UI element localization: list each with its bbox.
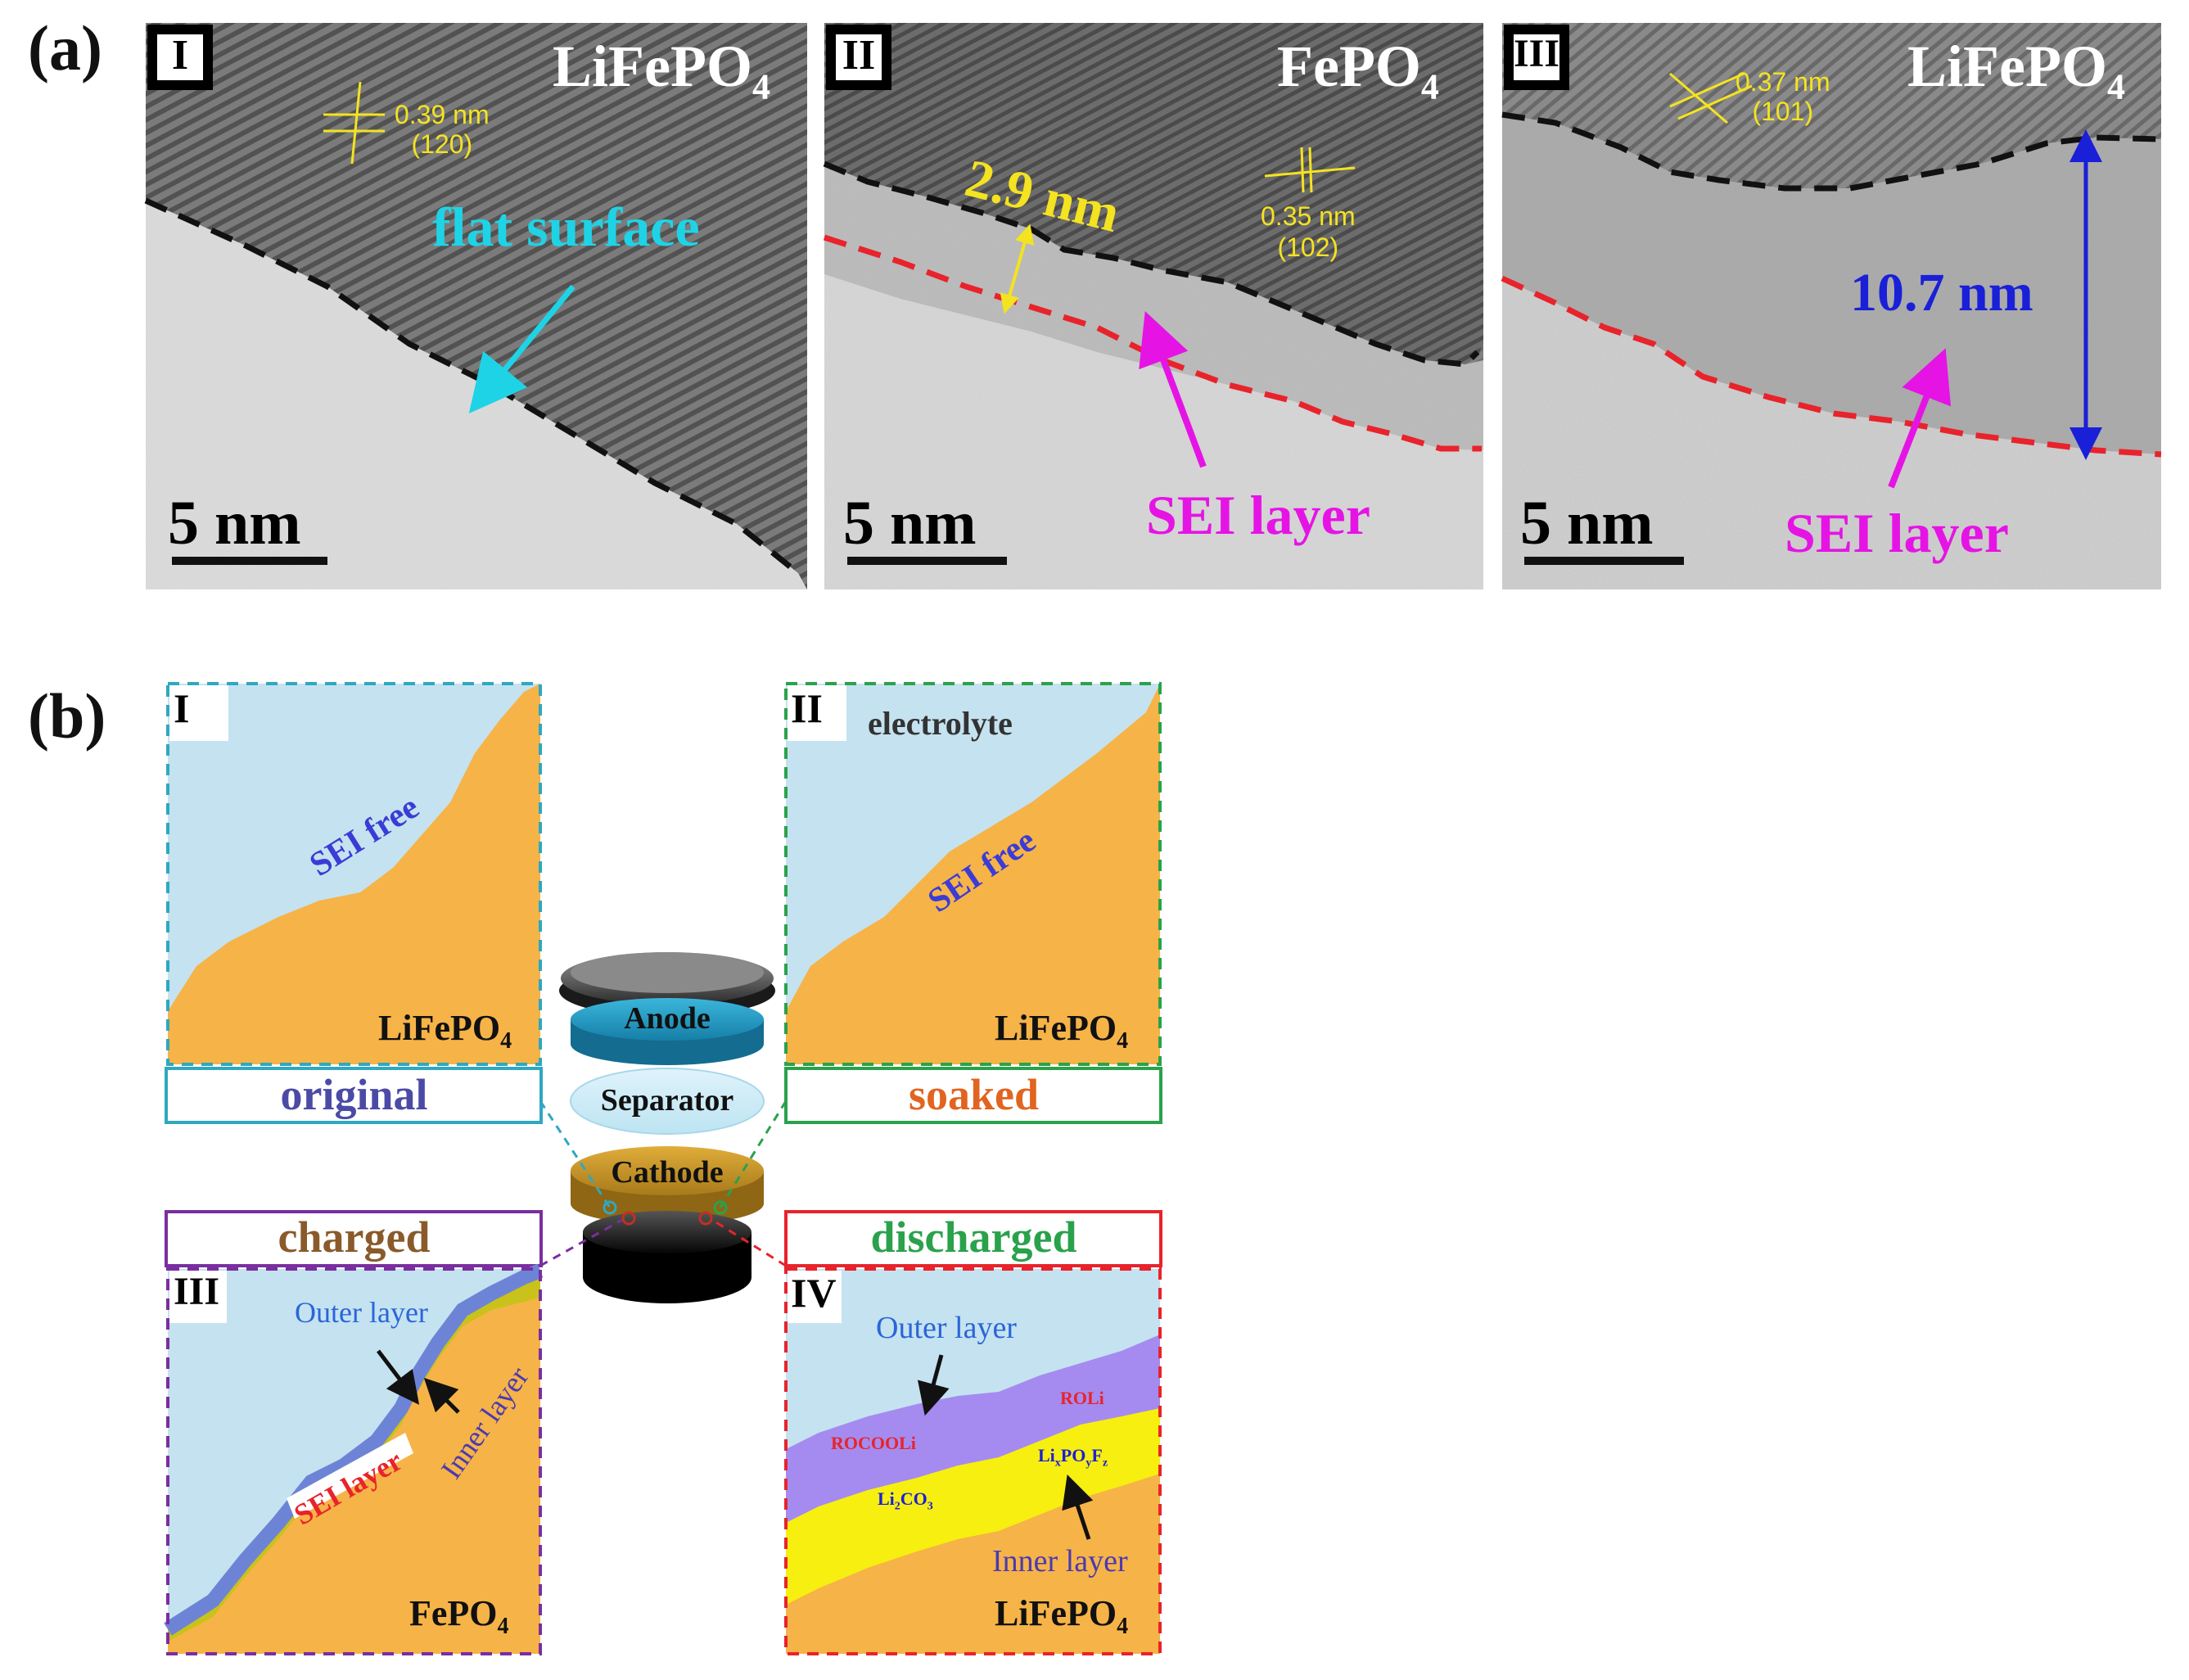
- anode-label: Anode: [624, 1001, 711, 1036]
- tem-image-3: [1501, 23, 2162, 589]
- material-a1: LiFePO4: [553, 34, 770, 107]
- sei-label-b3: SEI layer: [288, 1443, 408, 1532]
- scale-bar-1: [172, 557, 327, 565]
- material-b4: LiFePO4: [995, 1593, 1129, 1639]
- caption-original: original: [280, 1070, 428, 1119]
- panel-a-label: (a): [28, 12, 102, 84]
- sei-free-label-2: SEI free: [921, 821, 1043, 920]
- panel-b-label: (b): [28, 680, 106, 752]
- lattice-label-a2: 0.35 nm (102): [1261, 201, 1356, 262]
- roman-a3: III: [1514, 32, 1560, 75]
- sei-arrow-2: [1139, 311, 1207, 468]
- roman-box-a2: [826, 25, 891, 90]
- lattice-marker-1: [323, 81, 385, 165]
- outer-layer-label-3: Outer layer: [295, 1296, 428, 1329]
- roman-a1: I: [171, 32, 189, 79]
- caption-charged: charged: [278, 1213, 431, 1262]
- scale-bar-3: [1524, 557, 1684, 565]
- inner-layer-label-4: Inner layer: [992, 1544, 1128, 1578]
- tem-image-2: [823, 23, 1483, 589]
- lattice-marker-3: [1669, 72, 1753, 124]
- inner-layer-label-3: Inner layer: [434, 1361, 535, 1485]
- lattice-label-a3: 0.37 nm (101): [1735, 67, 1830, 126]
- material-a3: LiFePO4: [1907, 34, 2125, 107]
- species-roli: ROLi: [1060, 1388, 1104, 1408]
- lattice-marker-2: [1264, 147, 1356, 193]
- state-1-illustration: [166, 682, 542, 1066]
- thickness-label-a3: 10.7 nm: [1850, 263, 2033, 323]
- sei-arrow-3: [1888, 348, 1952, 489]
- state-1-caption-box: [165, 1067, 543, 1124]
- state-4-caption-box: [784, 1210, 1162, 1267]
- crystal-boundary-3: [1501, 111, 2162, 192]
- roman-b2: II: [791, 685, 823, 731]
- separator-label: Separator: [600, 1083, 734, 1118]
- sei-free-label-1: SEI free: [303, 788, 426, 884]
- species-rocooli: ROCOOLi: [831, 1433, 916, 1453]
- coin-cell-diagram: [539, 952, 788, 1303]
- state-2-caption-box: [784, 1067, 1162, 1124]
- scale-label-a1: 5 nm: [168, 489, 301, 558]
- outer-layer-label-4: Outer layer: [876, 1311, 1017, 1345]
- thickness-arrow-2: [1000, 224, 1035, 314]
- roman-box-a3: [1504, 25, 1569, 90]
- scale-bar-2: [847, 557, 1007, 565]
- roman-b4: IV: [791, 1270, 837, 1316]
- material-b2: LiFePO4: [995, 1008, 1129, 1054]
- species-lixpoyfz: LixPOyFz: [1038, 1445, 1108, 1470]
- sei-label-a3: SEI layer: [1785, 502, 2009, 564]
- roman-box-a1: [147, 25, 213, 90]
- roman-b1: I: [174, 685, 190, 731]
- crystal-boundary-2: [823, 160, 1480, 368]
- species-li2co3: Li2CO3: [878, 1488, 933, 1513]
- state-3-caption-box: [165, 1210, 543, 1267]
- tem-image-1: [144, 23, 807, 589]
- sei-label-a2: SEI layer: [1146, 484, 1370, 546]
- roman-b3: III: [174, 1270, 220, 1313]
- material-a2: FePO4: [1277, 34, 1439, 107]
- cathode-label: Cathode: [611, 1155, 724, 1190]
- flat-surface-label: flat surface: [432, 196, 700, 258]
- flat-surface-arrow: [468, 284, 575, 414]
- material-b1: LiFePO4: [378, 1008, 512, 1054]
- material-b3: FePO4: [409, 1593, 509, 1639]
- caption-soaked: soaked: [908, 1070, 1040, 1119]
- state-4-illustration: [784, 1267, 1162, 1655]
- scale-label-a2: 5 nm: [843, 489, 977, 558]
- lattice-label-a1: 0.39 nm (120): [395, 100, 490, 159]
- state-3-illustration: [164, 1263, 544, 1655]
- electrolyte-label: electrolyte: [868, 705, 1013, 742]
- roman-a2: II: [842, 32, 876, 79]
- scale-label-a3: 5 nm: [1520, 489, 1654, 558]
- thickness-label-a2: 2.9 nm: [959, 147, 1126, 244]
- sei-boundary-3: [1501, 275, 2162, 458]
- state-2-illustration: [784, 682, 1162, 1066]
- caption-discharged: discharged: [870, 1213, 1077, 1262]
